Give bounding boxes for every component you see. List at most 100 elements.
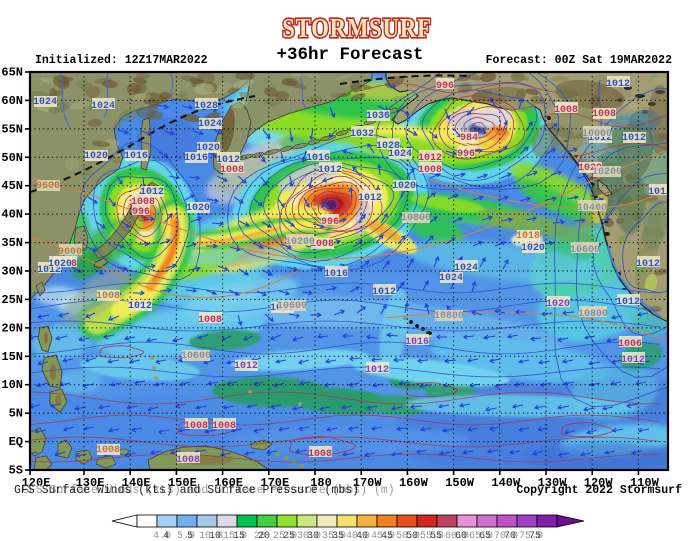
svg-text:130E: 130E (76, 476, 105, 490)
svg-text:1036: 1036 (366, 111, 390, 122)
svg-text:75: 75 (529, 531, 541, 541)
svg-text:10800: 10800 (434, 311, 464, 322)
svg-text:50: 50 (406, 531, 418, 541)
svg-text:1012: 1012 (606, 79, 630, 90)
svg-text:10: 10 (209, 531, 221, 541)
svg-text:15N: 15N (1, 350, 23, 364)
svg-text:10800: 10800 (401, 213, 431, 224)
svg-text:1028: 1028 (194, 101, 218, 112)
svg-text:25: 25 (283, 531, 295, 541)
svg-text:1020: 1020 (392, 181, 416, 192)
svg-text:1008: 1008 (592, 109, 616, 120)
svg-text:1012: 1012 (234, 361, 258, 372)
svg-text:55: 55 (430, 531, 442, 541)
svg-text:1020: 1020 (48, 259, 72, 270)
svg-text:30.0: 30.0 (297, 531, 321, 541)
svg-text:1008: 1008 (176, 455, 200, 466)
svg-text:45: 45 (381, 531, 393, 541)
svg-text:130W: 130W (538, 476, 568, 490)
svg-text:170E: 170E (260, 476, 289, 490)
svg-text:15: 15 (233, 531, 245, 541)
svg-text:10.0: 10.0 (199, 531, 223, 541)
svg-text:1024: 1024 (439, 273, 463, 284)
svg-text:1024: 1024 (198, 119, 222, 130)
svg-text:110W: 110W (630, 476, 660, 490)
svg-text:1008: 1008 (554, 105, 578, 116)
svg-text:160E: 160E (214, 476, 243, 490)
svg-text:10N: 10N (1, 378, 23, 392)
svg-text:20: 20 (258, 531, 270, 541)
svg-text:1012: 1012 (372, 287, 396, 298)
svg-text:984: 984 (460, 133, 478, 144)
svg-text:1012: 1012 (648, 187, 672, 198)
svg-text:1012: 1012 (621, 355, 645, 366)
svg-text:10200: 10200 (592, 167, 622, 178)
svg-text:1012: 1012 (140, 187, 164, 198)
svg-text:1020: 1020 (521, 243, 545, 254)
svg-text:1008: 1008 (131, 197, 155, 208)
svg-text:1024: 1024 (454, 263, 478, 274)
svg-text:40N: 40N (1, 208, 23, 222)
svg-text:1012: 1012 (128, 301, 152, 312)
svg-text:150E: 150E (168, 476, 197, 490)
svg-text:1012: 1012 (616, 297, 640, 308)
svg-text:1016: 1016 (324, 269, 348, 280)
svg-text:1008: 1008 (198, 315, 222, 326)
svg-text:1012: 1012 (636, 259, 660, 270)
svg-text:65.0: 65.0 (469, 531, 493, 541)
svg-text:1016: 1016 (306, 153, 330, 164)
svg-text:10000: 10000 (582, 129, 612, 140)
svg-text:25N: 25N (1, 293, 23, 307)
svg-text:25.0: 25.0 (273, 531, 297, 541)
svg-text:60N: 60N (1, 94, 23, 108)
svg-text:1020: 1020 (578, 163, 602, 174)
svg-text:996: 996 (321, 217, 339, 228)
svg-text:160W: 160W (399, 476, 429, 490)
svg-text:10600: 10600 (181, 351, 211, 362)
svg-text:1012: 1012 (622, 133, 646, 144)
svg-text:1016: 1016 (405, 337, 429, 348)
svg-text:996: 996 (457, 149, 475, 160)
svg-text:4.0: 4.0 (153, 531, 171, 541)
svg-text:170W: 170W (353, 476, 383, 490)
svg-text:4: 4 (163, 531, 169, 541)
svg-text:45.0: 45.0 (371, 531, 395, 541)
svg-text:120W: 120W (584, 476, 614, 490)
svg-text:60: 60 (455, 531, 467, 541)
svg-text:1012: 1012 (318, 165, 342, 176)
svg-text:35: 35 (332, 531, 344, 541)
svg-text:50N: 50N (1, 151, 23, 165)
svg-text:10800: 10800 (578, 309, 608, 320)
svg-text:35.0: 35.0 (322, 531, 346, 541)
svg-text:1024: 1024 (91, 101, 115, 112)
svg-text:1008: 1008 (418, 165, 442, 176)
svg-text:40.0: 40.0 (346, 531, 370, 541)
svg-text:55.0: 55.0 (420, 531, 444, 541)
svg-text:1012: 1012 (418, 153, 442, 164)
svg-text:120E: 120E (22, 476, 51, 490)
svg-text:1028: 1028 (376, 141, 400, 152)
svg-text:1016: 1016 (184, 153, 208, 164)
svg-text:70: 70 (504, 531, 516, 541)
svg-text:1008: 1008 (308, 449, 332, 460)
svg-text:10400: 10400 (577, 203, 607, 214)
svg-text:75.0: 75.0 (519, 531, 543, 541)
svg-text:10600: 10600 (277, 301, 307, 312)
svg-text:65: 65 (479, 531, 491, 541)
svg-text:5N: 5N (9, 407, 23, 421)
svg-text:1020: 1020 (84, 151, 108, 162)
svg-text:1020: 1020 (546, 299, 570, 310)
svg-text:20: 20 (254, 531, 266, 541)
svg-text:5S: 5S (9, 464, 23, 478)
svg-text:65N: 65N (1, 66, 23, 80)
svg-text:1012: 1012 (37, 265, 61, 276)
svg-text:1012: 1012 (588, 133, 612, 144)
svg-text:EQ: EQ (9, 435, 23, 449)
svg-text:30N: 30N (1, 265, 23, 279)
svg-text:10200: 10200 (285, 237, 315, 248)
svg-text:996: 996 (132, 207, 150, 218)
svg-text:1008: 1008 (184, 421, 208, 432)
svg-text:20N: 20N (1, 321, 23, 335)
svg-text:1012: 1012 (365, 365, 389, 376)
svg-text:140E: 140E (122, 476, 151, 490)
